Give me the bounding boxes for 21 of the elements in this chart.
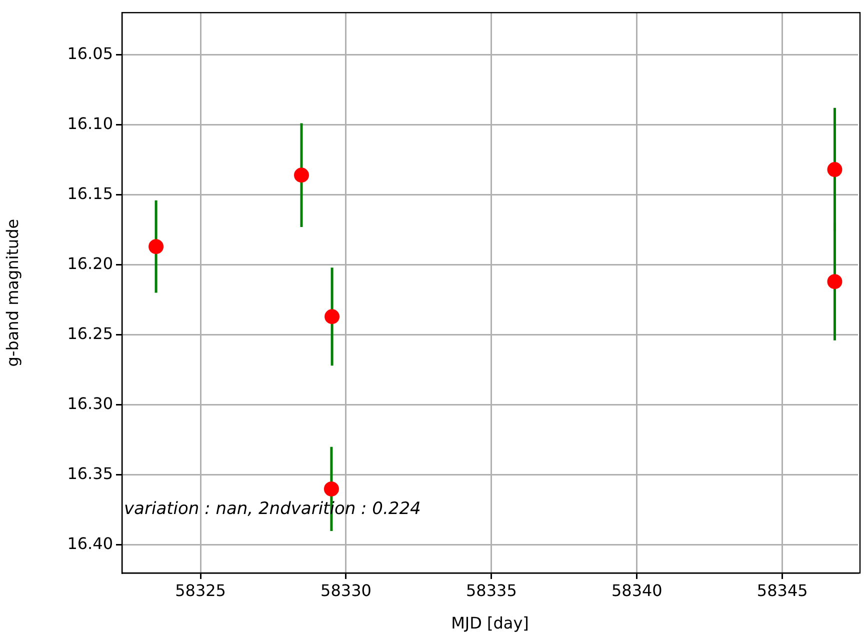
- y-tick-label: 16.05: [67, 44, 113, 63]
- x-tick-label: 58325: [175, 580, 226, 600]
- point: [324, 481, 339, 496]
- y-tick-label: 16.25: [67, 324, 113, 343]
- y-tick-label: 16.20: [67, 254, 113, 273]
- point: [148, 239, 164, 254]
- y-tick-label: 16.35: [67, 464, 113, 484]
- point: [324, 309, 340, 324]
- x-tick-label: 58340: [611, 580, 662, 600]
- point: [827, 274, 842, 290]
- x-axis-title: MJD [day]: [451, 614, 529, 633]
- y-tick-label: 16.40: [67, 534, 113, 554]
- point: [294, 168, 309, 183]
- x-tick-label: 58335: [466, 580, 517, 600]
- y-tick-label: 16.30: [67, 394, 113, 414]
- point: [827, 162, 842, 178]
- y-tick-label: 16.10: [67, 114, 113, 133]
- x-tick-label: 58330: [320, 580, 372, 600]
- y-tick-label: 16.15: [67, 184, 113, 203]
- y-axis-title: g-band magnitude: [2, 218, 22, 367]
- x-tick-label: 58345: [756, 580, 808, 600]
